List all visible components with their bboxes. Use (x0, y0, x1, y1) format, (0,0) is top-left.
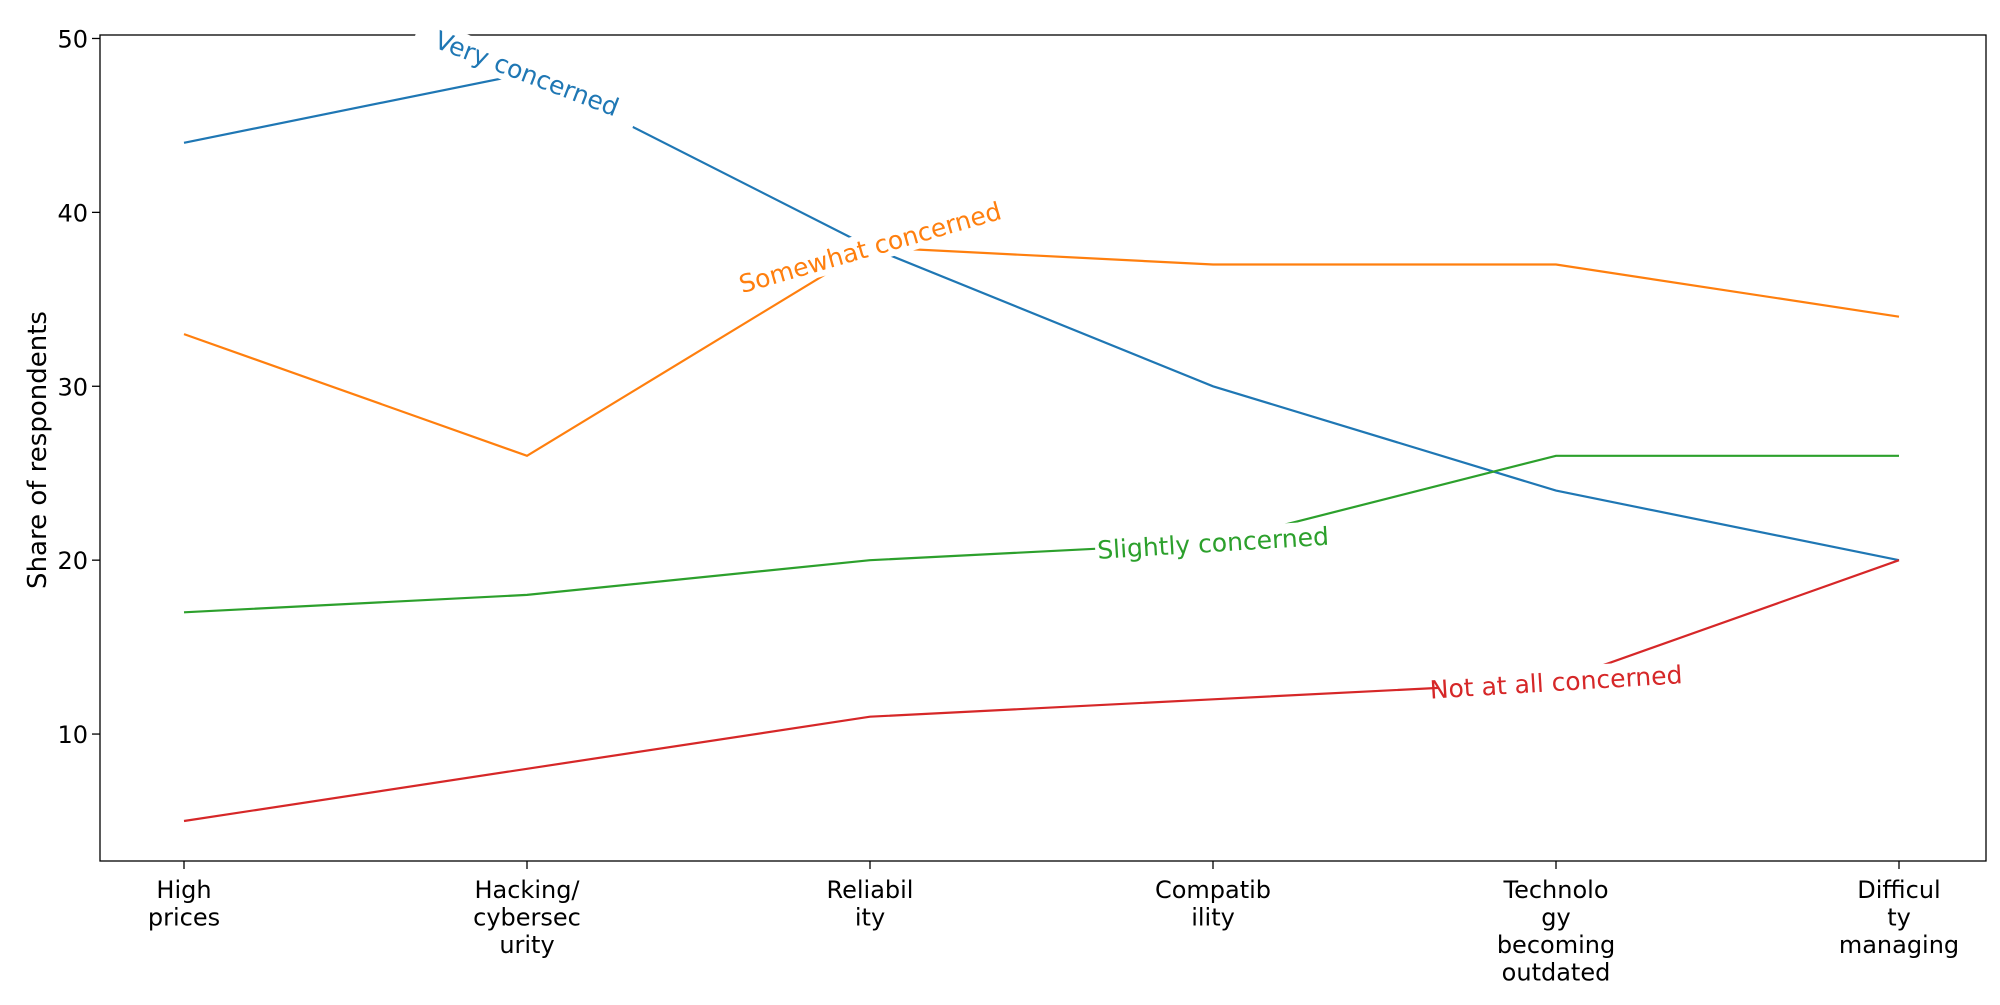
x-tick-label: Technolo gy becoming outdated (1497, 876, 1615, 987)
series-label-1: Somewhat concerned (736, 196, 1005, 299)
x-tick-label: Reliabil ity (827, 876, 914, 932)
series-label-backdrop (752, 200, 988, 295)
series-lines (183, 72, 1900, 823)
series-line-0 (183, 72, 1900, 562)
series-label-backdrop (1094, 520, 1332, 565)
x-tick-label: High prices (148, 876, 220, 932)
axes (99, 34, 1987, 862)
x-tick-label-line: outdated (1502, 959, 1611, 987)
y-tick-label: 30 (57, 373, 88, 401)
series-label-group: Not at all concerned (1429, 659, 1683, 705)
series-line-2 (183, 454, 1899, 614)
x-tick-label-line: prices (148, 904, 220, 932)
x-tick-label-line: High (156, 876, 211, 904)
y-tick-label: 10 (57, 721, 88, 749)
x-tick-label: Difficul ty managing (1839, 876, 1959, 959)
x-tick-label-line: gy (1541, 904, 1570, 932)
x-tick-label-line: becoming (1497, 931, 1615, 959)
series-line-3 (183, 559, 1900, 823)
series-label-3: Not at all concerned (1429, 660, 1683, 704)
x-tick-label-line: ility (1191, 904, 1235, 932)
x-tick-label-line: Hacking/ (474, 876, 580, 904)
x-tick-label-line: Reliabil (827, 876, 914, 904)
series-label-group: Slightly concerned (1094, 520, 1332, 565)
x-tick-label-line: ity (855, 904, 885, 932)
series-label-backdrop (411, 17, 643, 130)
series-label-group: Somewhat concerned (736, 196, 1005, 299)
y-tick-label: 50 (57, 25, 88, 53)
series-label-backdrop (1437, 659, 1675, 705)
x-tick-label-line: ty (1887, 904, 1911, 932)
y-tick-label: 20 (57, 547, 88, 575)
x-tick-label-line: urity (499, 931, 554, 959)
y-tick-label: 40 (57, 199, 88, 227)
series-label-group: Very concerned (411, 17, 643, 130)
series-label-0: Very concerned (431, 25, 623, 122)
series-labels: Very concerned Somewhat concerned Slightly… (411, 17, 1683, 705)
x-tick-label-line: Difficul (1857, 876, 1940, 904)
x-tick-label: Hacking/cybersec urity (473, 876, 581, 959)
y-axis-title: Share of respondents (23, 311, 53, 589)
x-tick-label-line: Compatib (1155, 876, 1271, 904)
x-tick-label-line: Technolo (1503, 876, 1609, 904)
x-tick-label-line: managing (1839, 931, 1959, 959)
x-tick-label: Compatib ility (1155, 876, 1271, 932)
plot-frame (99, 34, 1987, 862)
x-tick-label-line: cybersec (473, 904, 581, 932)
series-line-1 (183, 246, 1900, 458)
series-label-2: Slightly concerned (1096, 522, 1329, 565)
y-axis-ticks: 10 20 30 40 50 (57, 25, 100, 749)
